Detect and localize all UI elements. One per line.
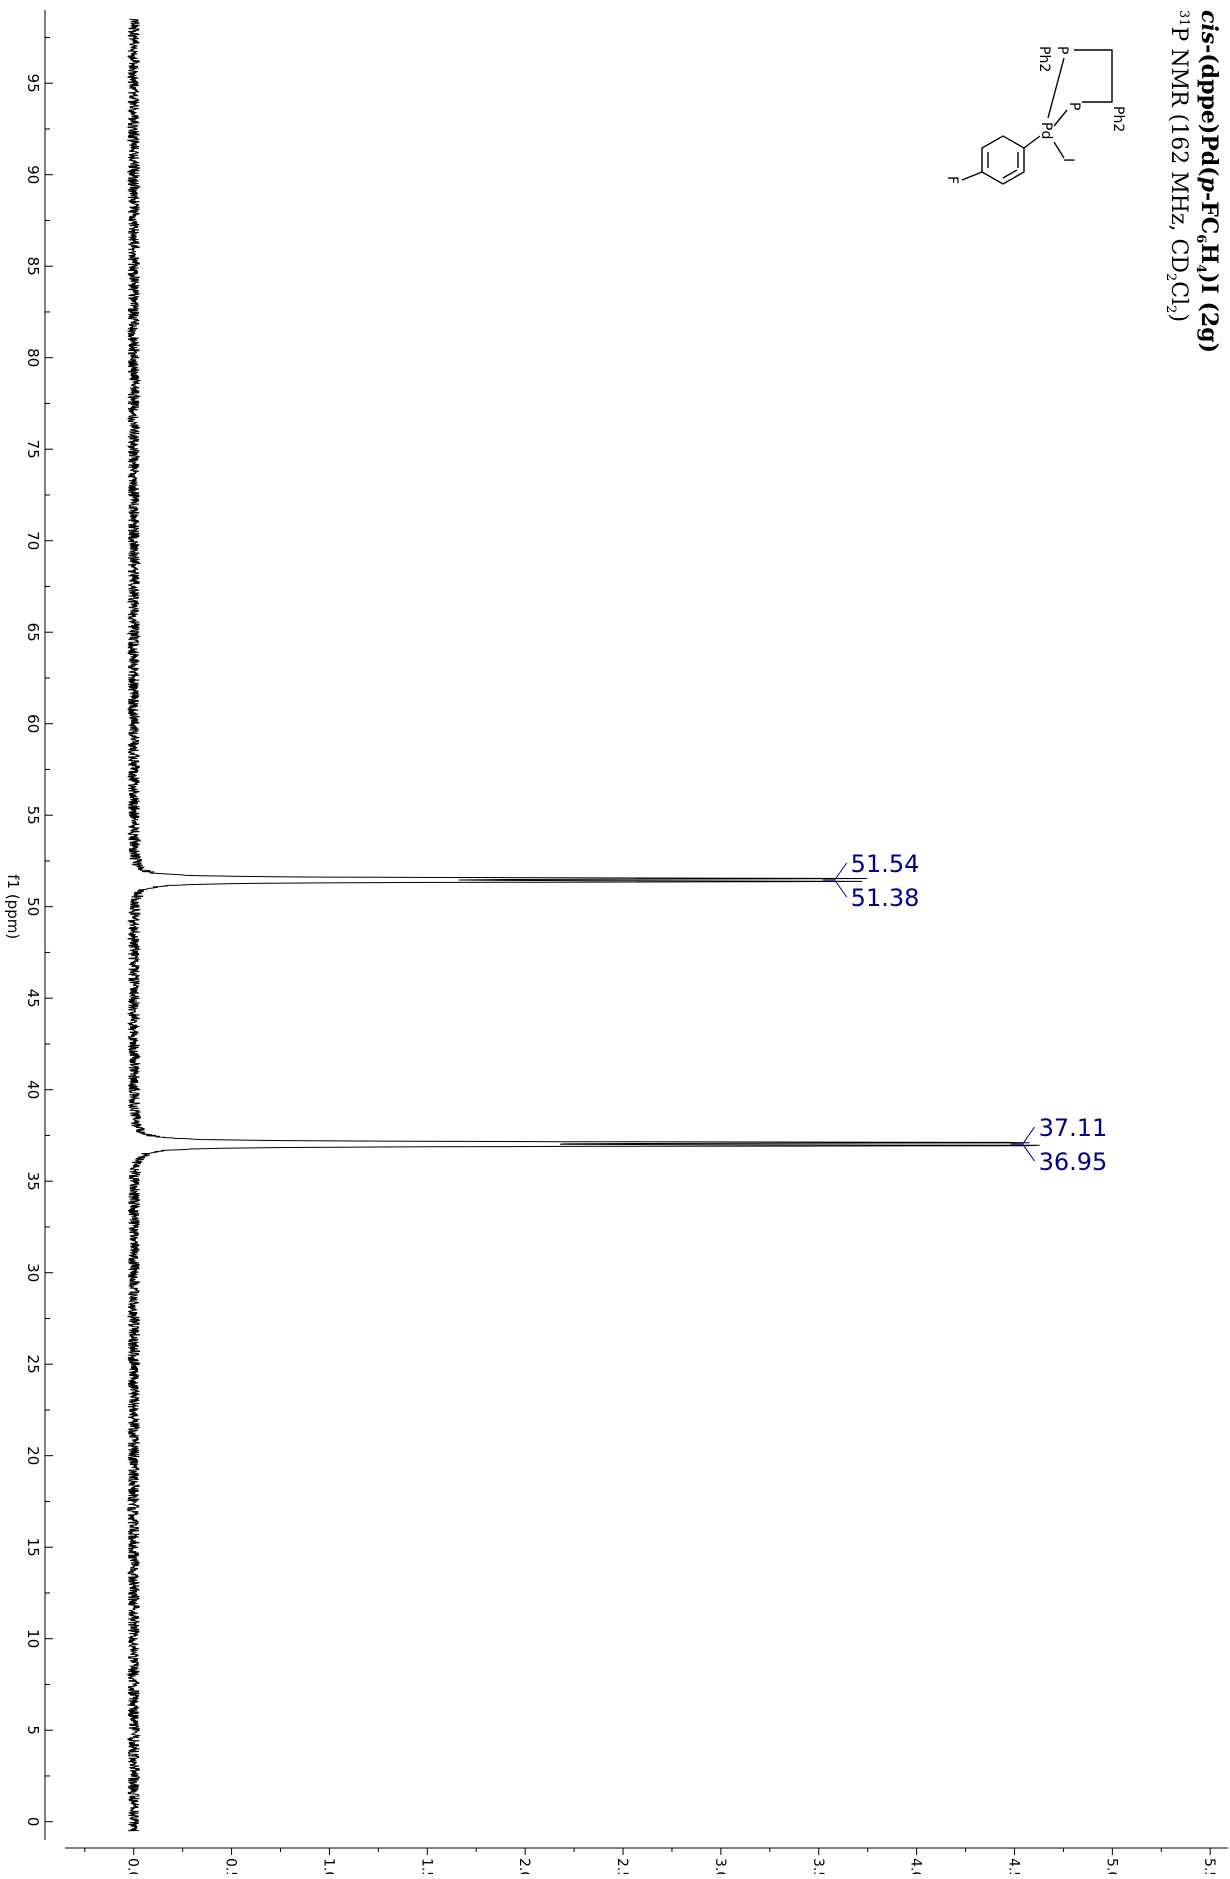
peak-label: 36.95 bbox=[1039, 1148, 1108, 1176]
ppm-tick-label: 40 bbox=[24, 1080, 42, 1099]
peak-label-leader bbox=[834, 879, 848, 898]
c-f-bond bbox=[961, 171, 983, 181]
ppm-tick-label: 90 bbox=[24, 165, 42, 184]
axis-layer: 0 5 10 15 20 25 30 35 40 45 50 55 60 65 70 75 80 85 90 95 f1… bbox=[4, 10, 1228, 1879]
pd-i-bond bbox=[1053, 141, 1065, 159]
intensity-tick-label: 5.5 bbox=[1201, 1858, 1217, 1874]
ppm-tick-label: 95 bbox=[24, 74, 42, 93]
ppm-tick-label: 30 bbox=[24, 1263, 42, 1282]
p-lower-label: P bbox=[1054, 46, 1070, 54]
intensity-tick-label: 3.5 bbox=[810, 1858, 826, 1874]
p-pd-bond-lower bbox=[1047, 57, 1065, 119]
peak-label-leader bbox=[1022, 1126, 1035, 1145]
intensity-tick-label: 2.5 bbox=[614, 1858, 630, 1874]
ppm-axis-label: f1 (ppm) bbox=[4, 874, 22, 939]
chart-title: cis-(dppe)Pd(p-FC6H4)I (2g) bbox=[1193, 10, 1222, 353]
ppm-tick-label: 15 bbox=[24, 1538, 42, 1557]
intensity-tick-label: 4.0 bbox=[908, 1858, 924, 1874]
ppm-tick-label: 10 bbox=[24, 1629, 42, 1648]
intensity-tick-label: 0.5 bbox=[223, 1858, 239, 1874]
p-pd-bond-upper bbox=[1053, 109, 1068, 127]
ppm-tick-label: 75 bbox=[24, 440, 42, 459]
intensity-tick-label: 2.0 bbox=[516, 1858, 532, 1874]
ethylene-bridge bbox=[1074, 49, 1113, 103]
title-group: cis-(dppe)Pd(p-FC6H4)I (2g) bbox=[1193, 10, 1222, 353]
peak-label: 51.38 bbox=[851, 884, 920, 912]
peak-label-leader bbox=[1022, 1143, 1035, 1162]
pd-aryl-bond bbox=[1023, 135, 1041, 149]
ppm-tick-label: 20 bbox=[24, 1446, 42, 1465]
pd-label: Pd bbox=[1038, 122, 1054, 139]
intensity-tick-label: 3.0 bbox=[712, 1858, 728, 1874]
ppm-tick-label: 60 bbox=[24, 714, 42, 733]
spectrum-trace bbox=[126, 18, 1040, 1832]
peak-label-leader bbox=[834, 862, 848, 881]
spectrum-layer bbox=[126, 18, 1040, 1832]
intensity-tick-label: 1.5 bbox=[418, 1858, 434, 1874]
ppm-tick-label: 85 bbox=[24, 257, 42, 276]
ppm-tick-label: 35 bbox=[24, 1172, 42, 1191]
chart-subtitle: 31P NMR (162 MHz, CD2Cl2) bbox=[1163, 10, 1191, 322]
ppm-tick-label: 50 bbox=[24, 897, 42, 916]
ppm-tick-label: 80 bbox=[24, 348, 42, 367]
p-upper-label: P bbox=[1066, 102, 1082, 110]
chemical-structure: Ph2 P Pd I P Ph2 F bbox=[944, 46, 1126, 185]
ppm-tick-label: 0 bbox=[24, 1817, 42, 1827]
peak-annotation-layer: 51.54 51.38 37.11 36.95 bbox=[822, 850, 1108, 1176]
intensity-tick-label: 4.5 bbox=[1005, 1858, 1021, 1874]
intensity-tick-label: 1.0 bbox=[320, 1858, 336, 1874]
ph2-upper-label: Ph2 bbox=[1110, 106, 1126, 132]
intensity-tick-label: 5.0 bbox=[1103, 1858, 1119, 1874]
subtitle-group: 31P NMR (162 MHz, CD2Cl2) bbox=[1163, 10, 1191, 322]
ring-double-bond-3 bbox=[1002, 169, 1018, 179]
ppm-tick-label: 5 bbox=[24, 1725, 42, 1735]
fluorine-label: F bbox=[944, 176, 960, 184]
peak-label: 51.54 bbox=[851, 850, 920, 878]
peak-label: 37.11 bbox=[1039, 1114, 1108, 1142]
ppm-tick-label: 25 bbox=[24, 1355, 42, 1374]
ppm-tick-label: 55 bbox=[24, 806, 42, 825]
ppm-tick-label: 45 bbox=[24, 989, 42, 1008]
ppm-tick-label: 70 bbox=[24, 531, 42, 550]
ppm-tick-label: 65 bbox=[24, 623, 42, 642]
iodine-label: I bbox=[1060, 158, 1076, 162]
intensity-tick-label: 0.0 bbox=[125, 1858, 141, 1874]
ph2-lower-label: Ph2 bbox=[1036, 46, 1052, 72]
